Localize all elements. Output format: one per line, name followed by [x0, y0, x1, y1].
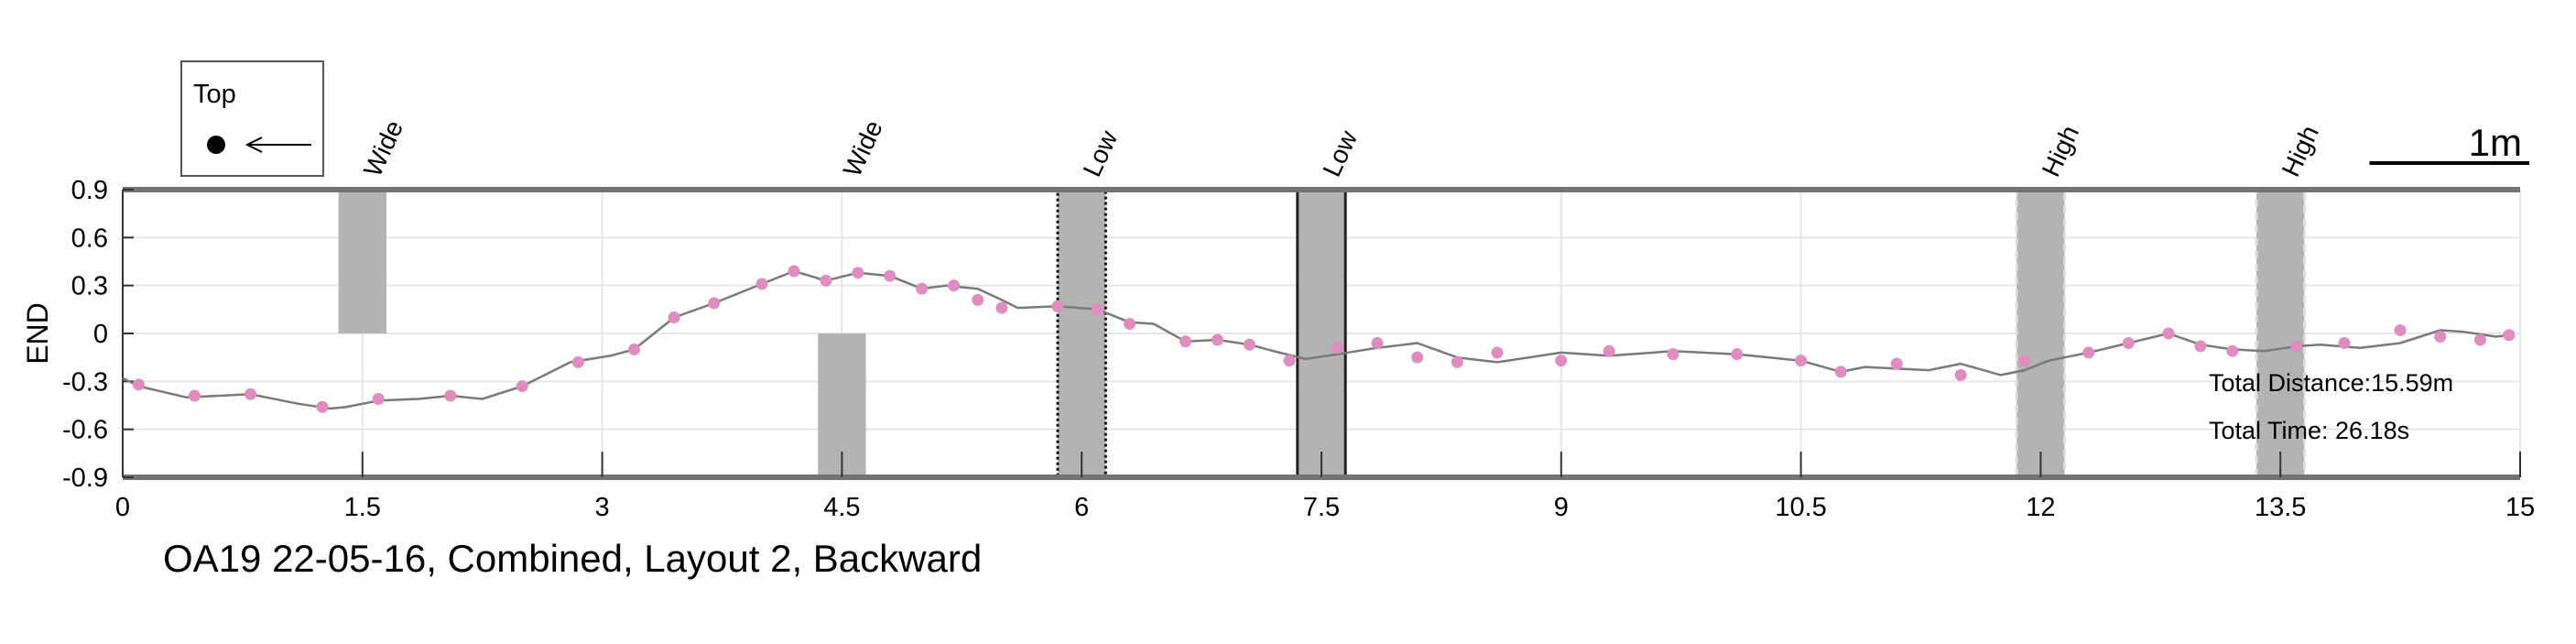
data-point	[1124, 318, 1136, 331]
data-point	[1451, 355, 1463, 368]
scale-bar-label: 1m	[2469, 121, 2522, 164]
data-point	[132, 378, 145, 391]
data-point	[2082, 346, 2095, 359]
data-point	[1731, 348, 1744, 361]
x-tick-label: 3	[595, 493, 610, 522]
data-point	[1603, 344, 1615, 357]
data-point	[2503, 329, 2516, 342]
band-labels: Wide Wide Low Low High High	[358, 116, 2324, 181]
x-tick-labels: 0 1.5 3 4.5 6 7.5 9 10.5 12 13.5 15	[115, 493, 2535, 522]
data-point	[1371, 336, 1384, 349]
data-point	[2226, 344, 2239, 357]
band-low	[1056, 188, 1107, 479]
data-point	[1491, 346, 1504, 359]
legend-arrow-head-icon	[245, 136, 263, 153]
x-tick-label: 1.5	[344, 493, 381, 522]
x-tick-label: 4.5	[823, 493, 860, 522]
data-point	[2162, 327, 2175, 340]
data-point	[2434, 330, 2447, 343]
band-low	[1296, 188, 1347, 479]
x-tick-label: 9	[1554, 493, 1569, 522]
data-point	[1051, 300, 1064, 312]
band-label: Wide	[838, 116, 888, 181]
band-label: Low	[1317, 126, 1363, 180]
data-point	[2018, 355, 2031, 367]
legend: Top	[180, 60, 324, 177]
data-point	[1331, 342, 1343, 355]
data-point	[852, 267, 864, 279]
band-wide	[338, 190, 386, 333]
plot-title: OA19 22-05-16, Combined, Layout 2, Backw…	[163, 537, 982, 580]
data-point	[1092, 303, 1104, 316]
scale-bar: 1m	[2369, 121, 2529, 165]
data-point	[948, 279, 961, 292]
data-point	[245, 387, 257, 400]
data-point	[628, 343, 641, 355]
data-point	[995, 301, 1008, 314]
y-tick-label: 0.9	[71, 176, 108, 205]
data-point	[972, 293, 984, 306]
data-point	[2122, 336, 2135, 349]
data-point	[316, 400, 329, 413]
total-time-note: Total Time: 26.18s	[2209, 417, 2409, 444]
y-tick-label: -0.3	[62, 367, 108, 397]
data-point	[2473, 333, 2486, 346]
data-point	[189, 389, 201, 402]
data-point	[788, 265, 800, 278]
total-distance-note: Total Distance:15.59m	[2209, 369, 2453, 397]
x-tick-label: 13.5	[2255, 493, 2306, 522]
legend-title: Top	[193, 80, 236, 109]
data-point	[1411, 351, 1424, 364]
event-bands	[338, 188, 2306, 479]
band-high	[2015, 188, 2067, 479]
data-point	[1212, 333, 1224, 346]
y-tick-label: -0.9	[62, 464, 108, 493]
x-tick-label: 7.5	[1303, 493, 1340, 522]
data-point	[2194, 340, 2207, 353]
data-point	[571, 355, 584, 368]
x-tick-label: 10.5	[1775, 493, 1826, 522]
y-axis-title: END	[21, 302, 54, 365]
x-tick-label: 6	[1074, 493, 1089, 522]
y-tick-labels: 0.9 0.6 0.3 0 -0.3 -0.6 -0.9	[62, 176, 108, 493]
data-point	[708, 297, 721, 310]
plot-frame	[122, 187, 2521, 480]
data-point	[2394, 324, 2407, 337]
data-point	[1243, 338, 1255, 351]
data-point	[755, 278, 768, 290]
data-point	[2338, 336, 2351, 349]
data-point	[1954, 368, 1967, 381]
band-label: High	[2277, 121, 2324, 180]
data-point	[1667, 348, 1679, 361]
x-tick-label: 0	[115, 493, 130, 522]
data-point	[1555, 355, 1568, 367]
y-tick-label: 0.6	[71, 224, 108, 253]
band-label: Wide	[358, 116, 408, 181]
data-point	[1890, 357, 1903, 370]
data-point	[884, 269, 897, 282]
data-point	[1834, 366, 1847, 378]
y-tick-label: -0.6	[62, 416, 108, 445]
x-tick-label: 12	[2026, 493, 2055, 522]
data-markers	[132, 265, 2516, 413]
y-tick-label: 0.3	[71, 272, 108, 301]
band-label: High	[2037, 121, 2084, 180]
data-point	[820, 274, 832, 287]
x-tick-label: 15	[2505, 493, 2535, 522]
data-point	[372, 393, 385, 406]
band-label: Low	[1078, 126, 1124, 180]
data-point	[444, 389, 457, 402]
data-point	[516, 380, 528, 393]
data-point	[668, 311, 680, 324]
data-point	[916, 282, 929, 295]
data-point	[1795, 355, 1808, 367]
data-point	[1283, 355, 1296, 367]
data-point	[1179, 335, 1192, 348]
legend-dot-icon	[207, 136, 225, 154]
data-point	[2290, 340, 2303, 353]
y-tick-label: 0	[93, 320, 108, 349]
legend-box	[180, 60, 324, 177]
